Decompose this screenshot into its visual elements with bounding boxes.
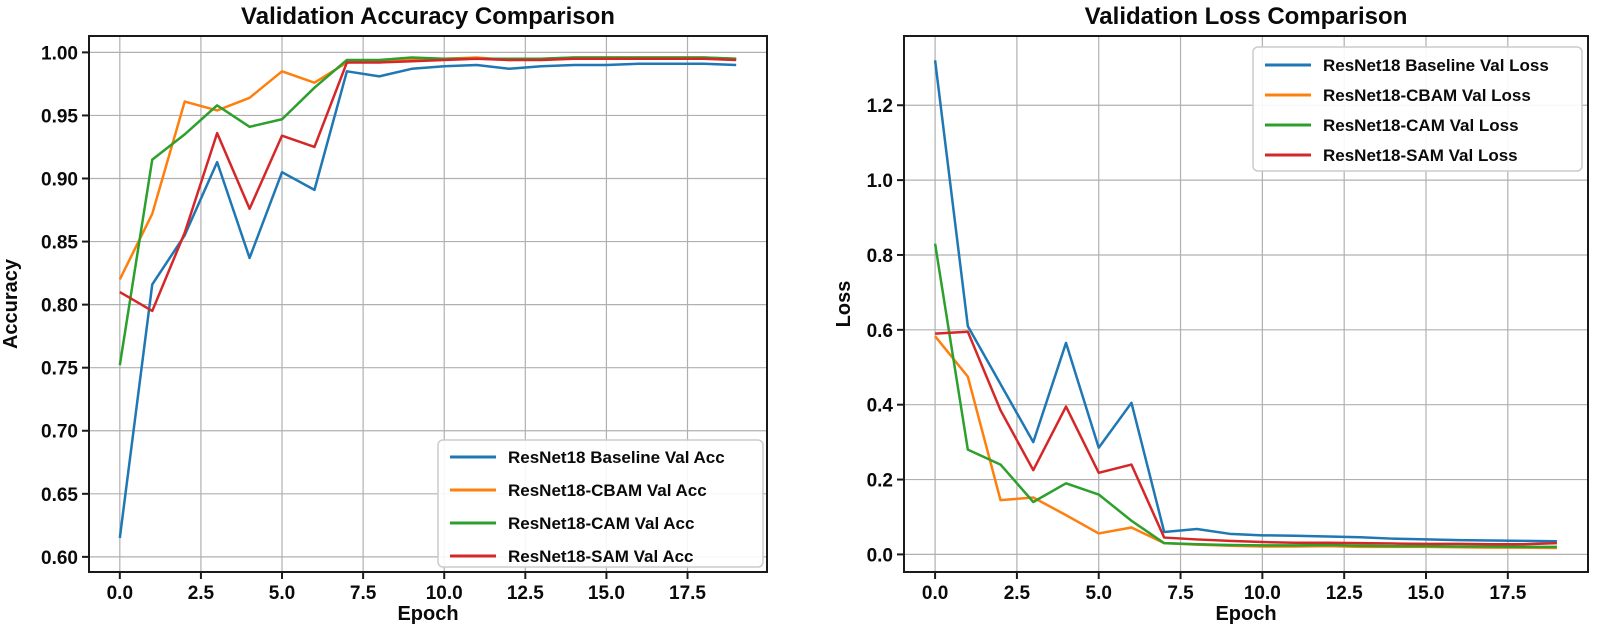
validation-loss-chart: 0.0 2.5 5.0 7.5 10.0 12.5 15.0 17.5 0.0 0.2 0.4 0.6…: [833, 3, 1589, 625]
x-tick-label: 15.0: [588, 583, 625, 604]
series-line-resnet18-sam-val-loss: [935, 330, 1557, 546]
legend-entry: ResNet18-SAM Val Acc: [450, 547, 694, 566]
series-line-resnet18-sam-val-acc: [119, 57, 737, 313]
y-tick-label: 0.70: [41, 422, 78, 443]
chart-title: Validation Loss Comparison: [1085, 3, 1408, 30]
y-tick-label: 1.00: [41, 43, 78, 64]
legend-label: ResNet18-SAM Val Loss: [1323, 146, 1518, 165]
y-tick-label: 0.2: [867, 471, 893, 492]
grid-lines: [89, 36, 767, 572]
x-tick-label: 0.0: [922, 583, 948, 604]
series-line-resnet18-baseline-val-loss: [933, 60, 1557, 543]
series-line-resnet18-cbam-val-loss: [934, 335, 1557, 550]
legend-label: ResNet18-CAM Val Acc: [508, 514, 694, 533]
x-tick-label: 7.5: [1167, 583, 1194, 604]
x-tick-label: 7.5: [350, 583, 377, 604]
y-axis-ticks: 0.0 0.2 0.4 0.6 0.8 1.0 1.2: [867, 96, 904, 566]
y-tick-label: 0.75: [41, 359, 78, 380]
legend-label: ResNet18-SAM Val Acc: [508, 547, 694, 566]
legend-entry: ResNet18-CBAM Val Loss: [1265, 86, 1531, 105]
legend-label: ResNet18-CBAM Val Loss: [1323, 86, 1531, 105]
legend: ResNet18 Baseline Val Acc ResNet18-CBAM V…: [437, 439, 764, 568]
y-tick-label: 0.80: [41, 296, 78, 317]
y-tick-label: 0.60: [41, 548, 78, 569]
plot-generated-accuracy: 0.0 2.5 5.0 7.5 10.0 12.5 15.0 17.5 0.60 0.65 0.70…: [41, 35, 768, 604]
y-axis-label: Accuracy: [0, 258, 22, 349]
x-tick-label: 17.5: [1489, 583, 1526, 604]
series-group: [933, 60, 1557, 550]
legend-entry: ResNet18-CAM Val Acc: [450, 514, 694, 533]
y-tick-label: 1.0: [867, 171, 893, 192]
x-tick-label: 15.0: [1408, 583, 1445, 604]
y-tick-label: 0.0: [867, 545, 893, 566]
validation-accuracy-chart: 0.0 2.5 5.0 7.5 10.0 12.5 15.0 17.5 0.60 0.65 0.70…: [0, 3, 768, 625]
series-line-resnet18-cam-val-acc: [118, 56, 737, 366]
y-tick-label: 0.85: [41, 233, 78, 254]
x-tick-label: 5.0: [269, 583, 295, 604]
validation-accuracy-panel: 0.0 2.5 5.0 7.5 10.0 12.5 15.0 17.5 0.60 0.65 0.70…: [0, 3, 768, 625]
series-line-resnet18-cam-val-loss: [933, 243, 1557, 549]
y-axis-ticks: 0.60 0.65 0.70 0.75 0.80 0.85 0.90 0.95 1.00: [41, 43, 89, 569]
y-tick-label: 0.95: [41, 106, 78, 127]
series-group: [118, 56, 737, 539]
legend-box: [1252, 46, 1583, 172]
y-tick-label: 1.2: [867, 96, 893, 117]
chart-title: Validation Accuracy Comparison: [241, 3, 615, 30]
x-tick-label: 2.5: [188, 583, 215, 604]
legend-entry: ResNet18-CAM Val Loss: [1265, 116, 1519, 135]
x-axis-label: Epoch: [397, 603, 458, 625]
y-tick-label: 0.8: [867, 246, 893, 267]
y-tick-label: 0.4: [867, 396, 894, 417]
x-axis-ticks: 0.0 2.5 5.0 7.5 10.0 12.5 15.0 17.5: [922, 572, 1527, 604]
legend-label: ResNet18-CBAM Val Acc: [508, 481, 707, 500]
series-line-resnet18-cbam-val-acc: [118, 56, 737, 280]
x-tick-label: 17.5: [669, 583, 706, 604]
legend-label: ResNet18-CAM Val Loss: [1323, 116, 1519, 135]
x-tick-label: 10.0: [1244, 583, 1281, 604]
x-tick-label: 0.0: [107, 583, 133, 604]
y-axis-label: Loss: [833, 281, 855, 328]
plot-border: [903, 35, 1589, 573]
x-tick-label: 12.5: [1326, 583, 1363, 604]
legend-entry: ResNet18 Baseline Val Loss: [1265, 56, 1549, 75]
legend-box: [437, 439, 764, 568]
x-tick-label: 5.0: [1086, 583, 1112, 604]
legend-entry: ResNet18 Baseline Val Acc: [450, 448, 725, 467]
legend: ResNet18 Baseline Val Loss ResNet18-CBAM …: [1252, 46, 1583, 172]
legend-entry: ResNet18-SAM Val Loss: [1265, 146, 1518, 165]
validation-loss-panel: 0.0 2.5 5.0 7.5 10.0 12.5 15.0 17.5 0.0 0.2 0.4 0.6…: [800, 0, 1600, 636]
legend-entry: ResNet18-CBAM Val Acc: [450, 481, 707, 500]
legend-label: ResNet18 Baseline Val Loss: [1323, 56, 1549, 75]
series-line-resnet18-baseline-val-acc: [118, 62, 737, 539]
x-axis-ticks: 0.0 2.5 5.0 7.5 10.0 12.5 15.0 17.5: [107, 572, 706, 604]
x-tick-label: 2.5: [1004, 583, 1031, 604]
y-tick-label: 0.65: [41, 485, 78, 506]
y-tick-label: 0.90: [41, 170, 78, 191]
x-tick-label: 12.5: [507, 583, 544, 604]
y-tick-label: 0.6: [867, 321, 893, 342]
x-axis-label: Epoch: [1215, 603, 1276, 625]
x-tick-label: 10.0: [426, 583, 463, 604]
legend-label: ResNet18 Baseline Val Acc: [508, 448, 725, 467]
plot-generated-loss: 0.0 2.5 5.0 7.5 10.0 12.5 15.0 17.5 0.0 0.2 0.4 0.6…: [867, 35, 1589, 604]
